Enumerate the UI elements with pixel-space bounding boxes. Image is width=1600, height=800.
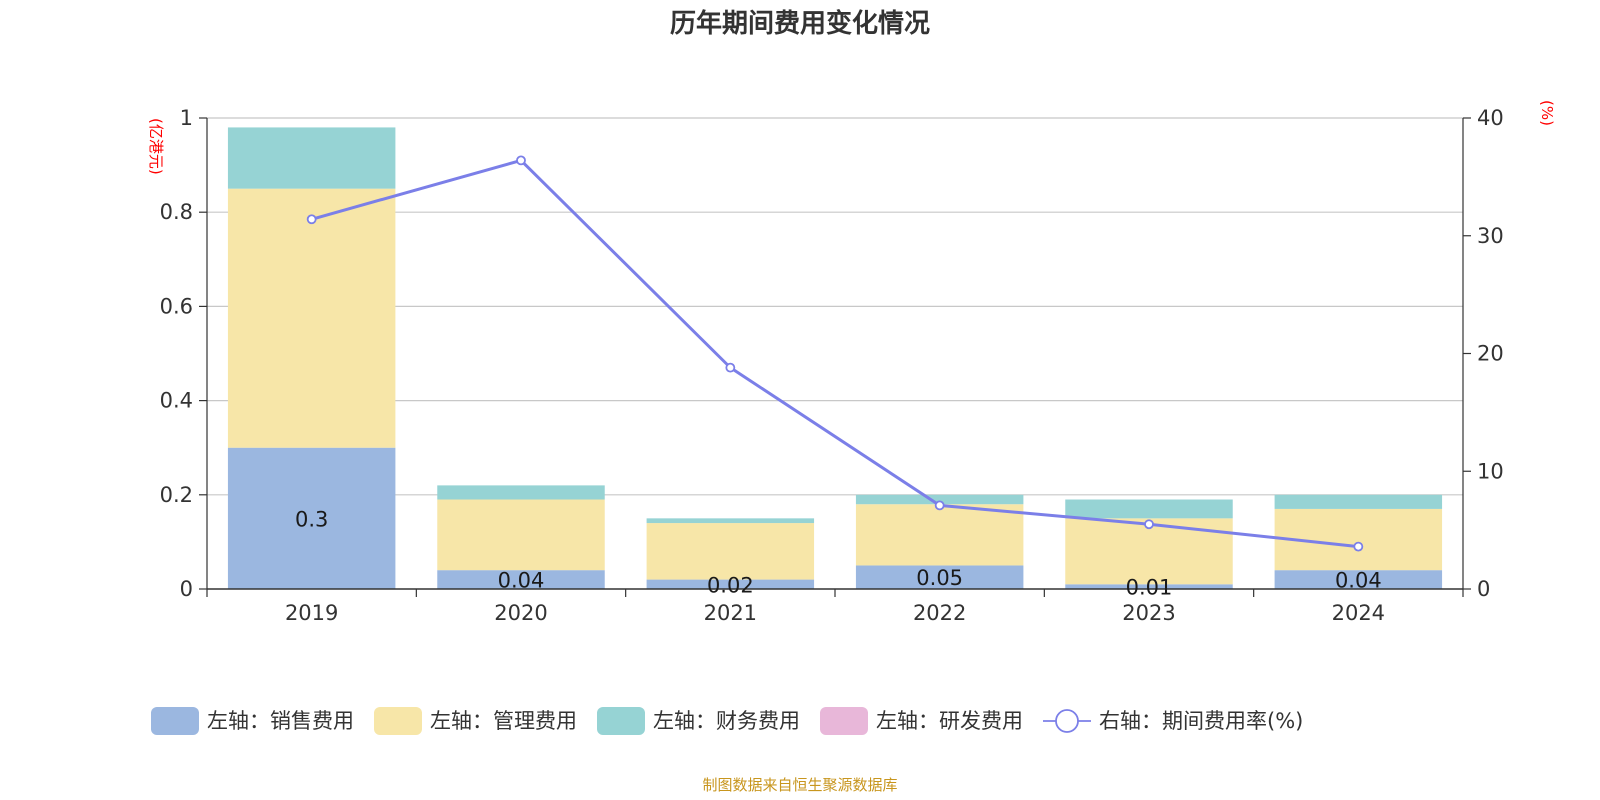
bar-segment — [227, 447, 396, 589]
left-axis-tick-label: 0.4 — [160, 389, 193, 413]
x-axis-tick-label: 2019 — [285, 601, 338, 625]
expense-ratio-point — [306, 214, 317, 225]
bar-segment — [227, 188, 396, 448]
bar-segment — [855, 494, 1024, 505]
left-axis-tick-label: 0 — [180, 577, 193, 601]
right-axis-tick-label: 0 — [1477, 577, 1490, 601]
legend-label: 左轴：管理费用 — [430, 709, 577, 733]
x-axis-tick-label: 2024 — [1332, 601, 1385, 625]
right-axis-unit: (%) — [1538, 100, 1556, 126]
right-axis-tick-label: 30 — [1477, 224, 1504, 248]
bar-segment — [855, 565, 1024, 589]
left-axis-unit: (亿港元) — [147, 118, 165, 175]
right-axis-tick-label: 20 — [1477, 342, 1504, 366]
x-axis-tick-label: 2020 — [494, 601, 547, 625]
bar-segment — [1274, 494, 1443, 509]
bar-data-label: 0.04 — [1335, 569, 1382, 593]
legend-label: 左轴：财务费用 — [653, 709, 800, 733]
data-labels: 0.3 0.04 0.02 0.05 0.01 0.04 — [295, 507, 1382, 599]
right-axis-tick-label: 10 — [1477, 459, 1504, 483]
bar-segment — [1065, 499, 1233, 519]
bar-data-label: 0.3 — [295, 507, 328, 531]
source-note: 制图数据来自恒生聚源数据库 — [702, 776, 897, 794]
legend-swatch — [374, 707, 422, 735]
chart-title: 历年期间费用变化情况 — [670, 8, 930, 39]
bar-segment — [437, 485, 605, 500]
expense-ratio-point — [1144, 519, 1154, 530]
legend-swatch — [597, 707, 645, 735]
expense-ratio-point — [934, 500, 945, 511]
expense-ratio-point — [516, 155, 526, 166]
right-axis-tick-label: 40 — [1477, 106, 1504, 130]
legend-label: 左轴：研发费用 — [876, 709, 1023, 733]
legend-swatch — [151, 707, 199, 735]
bar-series — [227, 127, 1443, 589]
legend: 左轴：销售费用 左轴：管理费用 左轴：财务费用 左轴：研发费用 右轴：期间费用率(%) — [151, 707, 1303, 735]
bar-segment — [646, 523, 815, 580]
bar-segment — [1065, 584, 1233, 589]
legend-marker — [1055, 709, 1079, 733]
left-axis-tick-label: 0.2 — [160, 483, 193, 507]
bar-data-label: 0.01 — [1126, 576, 1173, 600]
bar-segment — [646, 579, 815, 589]
bar-data-label: 0.02 — [707, 573, 754, 597]
left-axis-tick-label: 0.6 — [160, 294, 193, 318]
expense-ratio-point — [725, 362, 736, 373]
legend-label: 左轴：销售费用 — [207, 709, 354, 733]
legend-label: 右轴：期间费用率(%) — [1099, 709, 1303, 733]
left-axis-tick-label: 1 — [180, 106, 193, 130]
expense-ratio-line — [311, 158, 1359, 549]
bar-data-label: 0.05 — [916, 566, 963, 590]
expense-ratio-point — [1353, 541, 1364, 552]
gridlines — [207, 117, 1463, 496]
bar-data-label: 0.04 — [498, 569, 545, 593]
bar-segment — [855, 504, 1024, 566]
bar-segment — [437, 570, 605, 589]
bar-segment — [1274, 570, 1443, 589]
bar-segment — [437, 499, 605, 571]
bar-segment — [646, 518, 815, 524]
bar-segment — [227, 127, 396, 189]
x-axis-tick-label: 2021 — [704, 601, 757, 625]
left-axis-tick-label: 0.8 — [160, 200, 193, 224]
line-series — [306, 155, 1364, 552]
x-axis-tick-label: 2022 — [913, 601, 966, 625]
x-axis-tick-label: 2023 — [1122, 601, 1175, 625]
legend-swatch — [820, 707, 868, 735]
